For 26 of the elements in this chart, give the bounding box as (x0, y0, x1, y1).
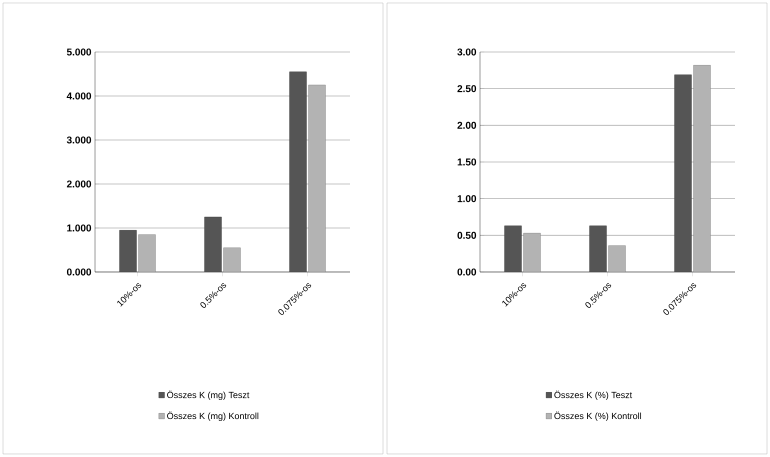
y-tick-label: 2.00 (457, 122, 476, 129)
bar (204, 216, 222, 272)
y-tick-label: 1.00 (458, 195, 476, 202)
y-tick-label: 1.50 (458, 158, 476, 166)
bar (138, 234, 156, 272)
bar (608, 245, 626, 272)
bar (289, 72, 307, 272)
y-tick-label: 2.50 (457, 85, 476, 92)
y-tick-label: 3.00 (457, 48, 476, 56)
bar (589, 226, 607, 272)
y-tick-label: 3.000 (66, 136, 92, 144)
y-tick-label: 0.50 (457, 232, 476, 239)
y-tick-label: 0.00 (457, 268, 476, 276)
legend-label: Összes K (mg) Kontroll (167, 412, 258, 421)
legend-label: Összes K (%) Teszt (554, 390, 632, 400)
y-tick-label: 4.000 (66, 92, 92, 100)
bar (119, 230, 137, 272)
y-tick-label: 5.000 (66, 48, 92, 56)
y-tick-label: 2.000 (66, 180, 92, 188)
bar (223, 248, 241, 272)
bar (504, 226, 522, 272)
bar (674, 74, 692, 272)
legend-label: Összes K (mg) Teszt (167, 390, 250, 400)
y-tick-label: 0.000 (66, 268, 92, 276)
y-tick-label: 1.000 (67, 224, 92, 232)
legend-label: Összes K (%) Kontroll (554, 412, 642, 421)
